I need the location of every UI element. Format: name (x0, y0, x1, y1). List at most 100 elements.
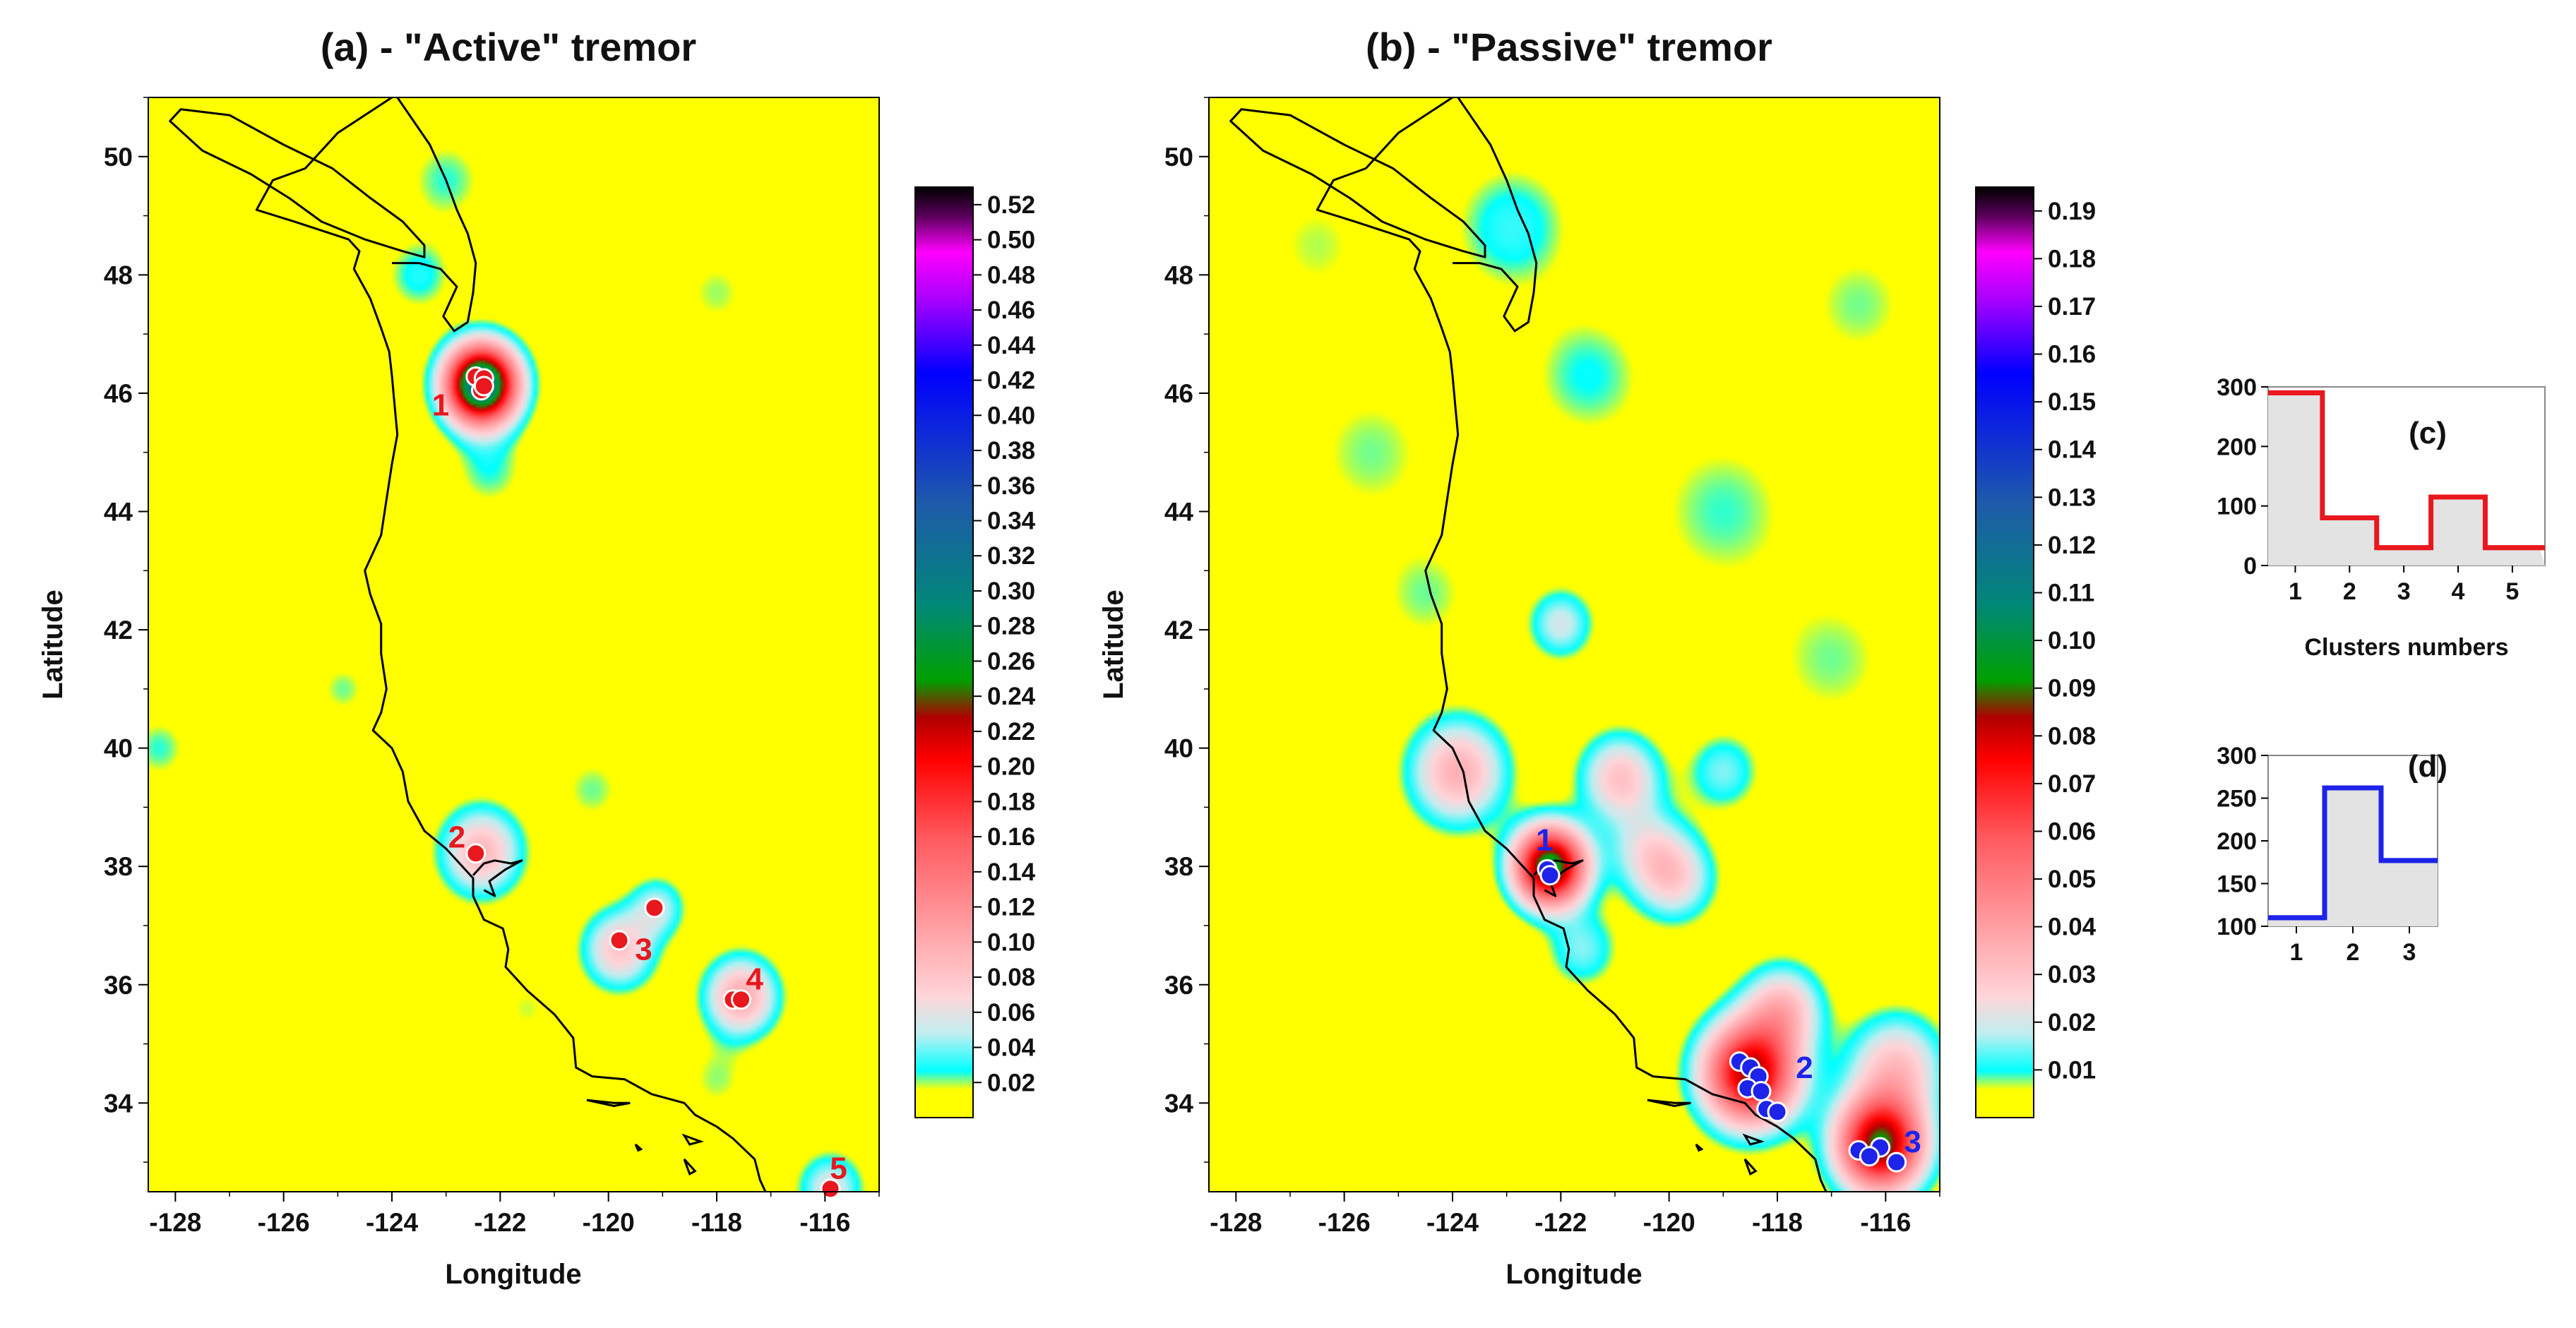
channel-island (634, 1143, 643, 1152)
hist-x-tick-label: 4 (2452, 578, 2465, 605)
y-tick-label: 38 (1164, 852, 1193, 881)
y-tick-label: 48 (1164, 261, 1193, 289)
colorbar-b: 0.19 0.18 0.17 0.16 0.15 0.14 0.13 0.12 0.11 0.10… (1975, 186, 2097, 1118)
cluster-label: 1 (1536, 822, 1553, 857)
colorbar-tick-label: 0.10 (2048, 627, 2096, 654)
y-tick-label: 36 (104, 971, 133, 1000)
x-tick-label: -128 (149, 1208, 201, 1237)
colorbar-tick-label: 0.22 (987, 718, 1035, 746)
colorbar-tick-label: 0.46 (987, 297, 1035, 324)
x-tick-label: -118 (1752, 1208, 1803, 1237)
y-tick-label: 40 (1164, 734, 1193, 763)
channel-island (681, 1133, 704, 1146)
hist-x-tick-label: 3 (2397, 578, 2411, 605)
x-tick-label: -124 (366, 1208, 418, 1237)
colorbar-tick-label: 0.02 (2048, 1009, 2096, 1036)
colorbar-tick-label: 0.01 (2048, 1056, 2096, 1084)
hist-x-tick-label: 2 (2343, 578, 2356, 605)
active-tremor-density (148, 97, 879, 1192)
colorbar-tick-label: 0.17 (2048, 293, 2096, 321)
tremor-point (644, 897, 665, 919)
colorbar-tick-label: 0.04 (2048, 914, 2097, 941)
colorbar-tick-label: 0.30 (987, 578, 1035, 605)
colorbar-tick-label: 0.05 (2048, 866, 2096, 893)
x-tick-label: -120 (1643, 1208, 1695, 1237)
colorbar-tick-label: 0.02 (987, 1069, 1035, 1096)
cluster-label: 2 (448, 820, 465, 854)
y-tick-label: 44 (1164, 497, 1194, 526)
y-tick-label: 50 (1164, 143, 1193, 172)
passive-tremor-map: 1 2 3 -128 -126 -124 -122 -120 -118 -116 34 36 38 40… (1098, 97, 1940, 1290)
histogram-c-title: (c) (2409, 416, 2447, 450)
histogram-d-title: (d) (2408, 749, 2447, 784)
colorbar-tick-label: 0.18 (2048, 245, 2096, 273)
colorbar-b-ticks: 0.19 0.18 0.17 0.16 0.15 0.14 0.13 0.12 0.11 0.10… (2034, 198, 2097, 1084)
map-a-ylabel: Latitude (37, 590, 68, 700)
channel-island (1695, 1143, 1704, 1152)
hist-y-tick-label: 0 (2243, 553, 2257, 580)
passive-tremor-density (1209, 97, 1940, 1192)
colorbar-tick-label: 0.14 (987, 859, 1036, 886)
colorbar-tick-label: 0.08 (987, 964, 1035, 991)
cluster-label: 3 (635, 932, 652, 967)
x-tick-label: -124 (1426, 1208, 1479, 1237)
tremor-point (820, 1178, 841, 1200)
colorbar-tick-label: 0.48 (987, 261, 1035, 289)
hist-x-tick-label: 1 (2290, 939, 2303, 966)
colorbar-tick-label: 0.11 (2048, 580, 2094, 607)
colorbar-tick-label: 0.34 (987, 507, 1036, 534)
histogram-c-steps: 0 100 200 300 1 2 3 4 5 (2217, 374, 2545, 605)
histogram-d-steps: 100 150 200 250 300 1 2 3 (2217, 743, 2438, 966)
colorbar-tick-label: 0.06 (2048, 818, 2096, 845)
y-tick-label: 42 (104, 616, 133, 645)
cluster-label: 5 (830, 1151, 847, 1185)
colorbar-tick-label: 0.16 (2048, 341, 2096, 369)
histogram-step-line (2268, 390, 2545, 551)
cluster-label: 2 (1796, 1051, 1813, 1085)
histogram-c-xlabel: Clusters numbers (2304, 634, 2508, 661)
cluster-label: 4 (746, 962, 763, 996)
y-tick-label: 46 (1164, 379, 1193, 408)
colorbar-b-gradient (1975, 186, 2034, 1118)
channel-island (1647, 1099, 1691, 1108)
colorbar-tick-label: 0.19 (2048, 198, 2096, 225)
colorbar-tick-label: 0.16 (987, 823, 1035, 851)
x-tick-label: -118 (691, 1208, 742, 1237)
histogram-d: 100 150 200 250 300 1 2 3 (d) (2217, 743, 2447, 966)
colorbar-tick-label: 0.18 (987, 788, 1035, 815)
hist-y-tick-label: 100 (2217, 914, 2257, 940)
colorbar-tick-label: 0.32 (987, 542, 1035, 570)
map-a-frame (148, 97, 880, 1192)
colorbar-a-ticks: 0.52 0.50 0.48 0.46 0.44 0.42 0.40 0.38 0.36 0.34… (973, 191, 1036, 1096)
active-tremor-clusters: 1 2 3 4 5 (432, 366, 847, 1200)
tremor-point (1886, 1151, 1907, 1173)
sf-bay-shore (472, 859, 523, 897)
hist-y-tick-label: 200 (2217, 433, 2257, 460)
x-tick-label: -120 (583, 1208, 635, 1237)
puget-sound-shore (392, 97, 477, 333)
hist-y-tick-label: 300 (2217, 743, 2257, 770)
cluster-label: 1 (432, 388, 449, 423)
tremor-point (1751, 1081, 1772, 1102)
x-tick-label: -122 (1534, 1208, 1587, 1237)
tremor-point (1539, 865, 1561, 886)
colorbar-tick-label: 0.04 (987, 1034, 1036, 1062)
histogram-fill (2268, 393, 2545, 566)
colorbar-tick-label: 0.42 (987, 367, 1035, 395)
y-tick-label: 34 (1164, 1089, 1194, 1118)
colorbar-tick-label: 0.50 (987, 227, 1035, 254)
tremor-point (731, 989, 751, 1010)
histogram-fill (2268, 787, 2438, 926)
puget-sound-shore (1453, 97, 1538, 333)
x-tick-label: -126 (1318, 1208, 1371, 1237)
coastline-a (169, 97, 767, 1192)
colorbar-tick-label: 0.14 (2048, 436, 2097, 464)
map-b-xlabel: Longitude (1505, 1259, 1642, 1290)
main-coastline (1316, 97, 1827, 1192)
passive-tremor-clusters: 1 2 3 (1536, 822, 1921, 1173)
colorbar-tick-label: 0.09 (2048, 675, 2096, 702)
y-tick-label: 40 (104, 734, 133, 763)
y-tick-label: 48 (104, 261, 133, 289)
tremor-point (1859, 1146, 1880, 1167)
